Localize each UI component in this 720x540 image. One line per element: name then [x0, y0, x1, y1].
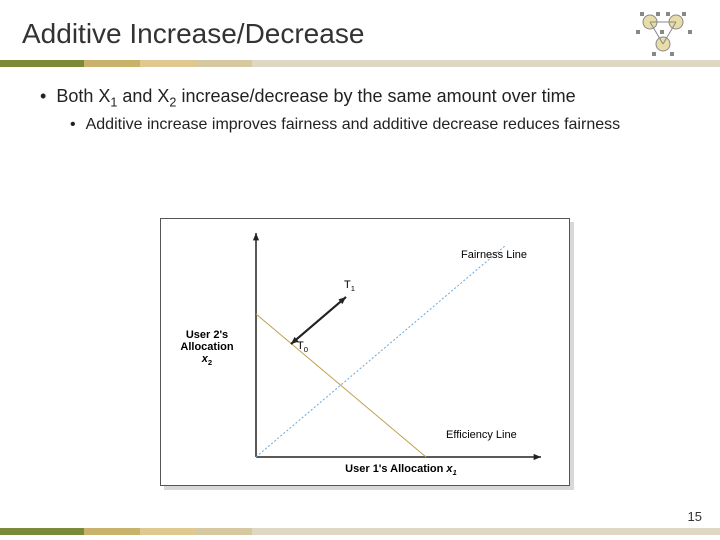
bullet-sub-text: Additive increase improves fairness and … — [86, 116, 621, 134]
graph-svg: Fairness LineEfficiency LineT0T1User 2's… — [161, 219, 571, 487]
graph-panel: Fairness LineEfficiency LineT0T1User 2's… — [160, 218, 570, 486]
page-title: Additive Increase/Decrease — [0, 0, 720, 58]
bullet-main-text: Both X1 and X2 increase/decrease by the … — [56, 86, 575, 110]
bottom-stripe — [0, 528, 720, 535]
page-number: 15 — [688, 509, 702, 524]
corner-logo-icon — [632, 8, 702, 58]
bullet-dot: • — [40, 86, 46, 110]
bullet-sub: • Additive increase improves fairness an… — [70, 116, 700, 134]
graph-container: Fairness LineEfficiency LineT0T1User 2's… — [160, 218, 570, 486]
bullet-main: • Both X1 and X2 increase/decrease by th… — [40, 86, 700, 110]
bullet-dot: • — [70, 116, 76, 134]
top-stripe — [0, 60, 720, 67]
